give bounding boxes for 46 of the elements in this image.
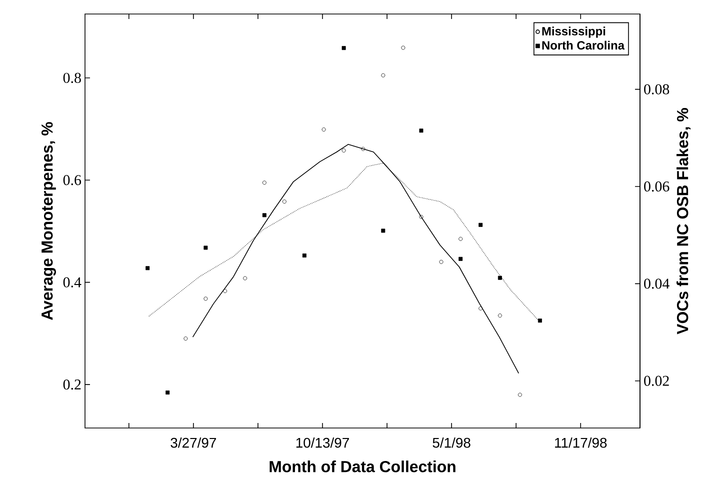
y2-tick-label: 0.08 — [644, 84, 670, 94]
x-tick-label: 10/13/97 — [296, 437, 349, 448]
y-tick-label: 0.2 — [63, 379, 81, 390]
legend-label: Mississippi — [542, 26, 606, 38]
point — [419, 214, 424, 219]
x-tick-label: 3/27/97 — [170, 437, 216, 448]
point — [204, 246, 208, 250]
point — [166, 390, 170, 395]
legend-label: North Carolina — [542, 40, 625, 50]
point — [458, 256, 463, 261]
x-axis-title: Month of Data Collection — [270, 460, 456, 472]
point — [282, 200, 286, 204]
point — [381, 228, 386, 233]
point — [302, 254, 306, 258]
point — [184, 336, 188, 341]
point — [243, 276, 248, 280]
y2-axis-title: VOCs from NC OSB Flakes, % — [676, 108, 691, 334]
y-axis-title: Average Monoterpenes, % — [41, 122, 56, 320]
point — [381, 73, 386, 78]
point — [262, 180, 266, 185]
point — [538, 318, 542, 323]
y-tick-label: 0.4 — [63, 277, 82, 288]
point — [458, 236, 463, 241]
point — [342, 46, 346, 50]
point — [478, 222, 483, 227]
x-tick-label: 5/1/98 — [432, 437, 470, 448]
point — [361, 146, 366, 151]
point — [342, 148, 346, 152]
y2-tick-label: 0.06 — [644, 181, 670, 192]
point — [498, 314, 502, 318]
point — [223, 289, 228, 294]
point — [498, 276, 502, 280]
point — [439, 260, 444, 264]
point — [262, 213, 266, 218]
y-tick-label: 0.6 — [63, 175, 82, 186]
point — [401, 46, 406, 50]
y2-tick-label: 0.02 — [644, 376, 669, 386]
point — [419, 128, 424, 133]
y-tick-label: 0.8 — [63, 72, 81, 83]
point — [322, 128, 326, 132]
point — [204, 296, 208, 301]
point — [518, 392, 522, 397]
x-tick-label: 11/17/98 — [555, 437, 607, 448]
y2-tick-label: 0.04 — [644, 278, 670, 289]
point — [146, 266, 150, 270]
point — [478, 306, 483, 310]
